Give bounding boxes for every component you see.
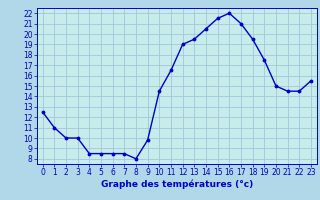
X-axis label: Graphe des températures (°c): Graphe des températures (°c) bbox=[101, 180, 253, 189]
